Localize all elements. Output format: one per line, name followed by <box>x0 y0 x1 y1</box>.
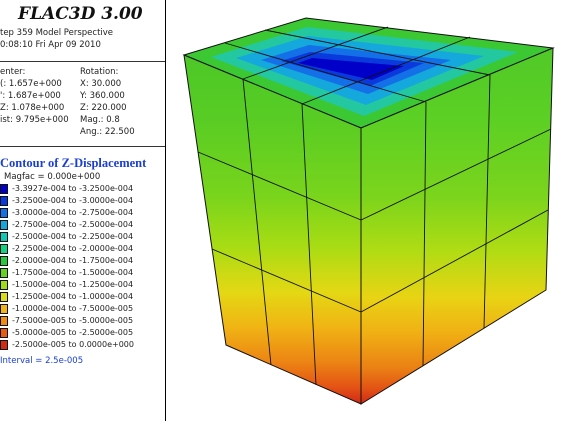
cube-grid-lines <box>197 26 552 386</box>
legend-panel: FLAC3D 3.00 tep 359 Model Perspective 0:… <box>0 0 166 421</box>
legend-range-label: -1.0000e-004 to -7.5000e-005 <box>12 304 134 313</box>
legend-range-label: -2.7500e-004 to -2.5000e-004 <box>12 220 134 229</box>
legend-swatch <box>0 184 8 194</box>
legend-range-label: -3.3927e-004 to -3.2500e-004 <box>12 184 134 193</box>
z-rotation: Z: 220.000 <box>80 103 127 113</box>
divider <box>0 146 165 147</box>
legend-range-label: -2.5000e-004 to -2.2500e-004 <box>12 232 134 241</box>
y-center: ': 1.687e+000 <box>0 91 61 101</box>
legend-swatch <box>0 328 8 338</box>
legend-range-label: -5.0000e-005 to -2.5000e-005 <box>12 328 134 337</box>
legend-range-label: -1.2500e-004 to -1.0000e-004 <box>12 292 134 301</box>
contour-title: Contour of Z-Displacement <box>0 156 147 170</box>
angle: Ang.: 22.500 <box>80 127 135 137</box>
step-line: tep 359 Model Perspective <box>0 28 114 38</box>
model-viewport[interactable] <box>166 0 570 421</box>
legend-swatch <box>0 220 8 230</box>
legend-swatch <box>0 292 8 302</box>
x-rotation: X: 30.000 <box>80 79 122 89</box>
legend-range-label: -2.5000e-005 to 0.0000e+000 <box>12 340 134 349</box>
legend-range-label: -2.2500e-004 to -2.0000e-004 <box>12 244 134 253</box>
legend-range-label: -1.7500e-004 to -1.5000e-004 <box>12 268 134 277</box>
rotation-label: Rotation: <box>80 67 119 77</box>
legend-swatch <box>0 208 8 218</box>
top-contour-band <box>298 58 404 80</box>
legend-swatch <box>0 244 8 254</box>
legend-swatch <box>0 256 8 266</box>
legend-swatch <box>0 232 8 242</box>
legend-swatch <box>0 316 8 326</box>
contour-cube-plot[interactable] <box>166 0 570 421</box>
y-rotation: Y: 360.000 <box>80 91 125 101</box>
legend-range-label: -3.2500e-004 to -3.0000e-004 <box>12 196 134 205</box>
legend-range-label: -1.5000e-004 to -1.2500e-004 <box>12 280 134 289</box>
legend-swatch <box>0 196 8 206</box>
legend-range-label: -3.0000e-004 to -2.7500e-004 <box>12 208 134 217</box>
magfac-label: Magfac = 0.000e+000 <box>4 172 101 182</box>
distance: ist: 9.795e+000 <box>0 115 69 125</box>
z-center: Z: 1.078e+000 <box>0 103 65 113</box>
legend-swatch <box>0 304 8 314</box>
divider <box>0 61 165 62</box>
legend-swatch <box>0 340 8 350</box>
legend-range-label: -2.0000e-004 to -1.7500e-004 <box>12 256 134 265</box>
legend-swatch <box>0 268 8 278</box>
center-label: enter: <box>0 67 26 77</box>
time-line: 0:08:10 Fri Apr 09 2010 <box>0 40 101 50</box>
legend-swatch <box>0 280 8 290</box>
x-center: (: 1.657e+000 <box>0 79 62 89</box>
legend-range-label: -7.5000e-005 to -5.0000e-005 <box>12 316 134 325</box>
interval-label: Interval = 2.5e-005 <box>0 356 84 366</box>
magnification: Mag.: 0.8 <box>80 115 120 125</box>
app-title: FLAC3D 3.00 <box>18 4 143 24</box>
